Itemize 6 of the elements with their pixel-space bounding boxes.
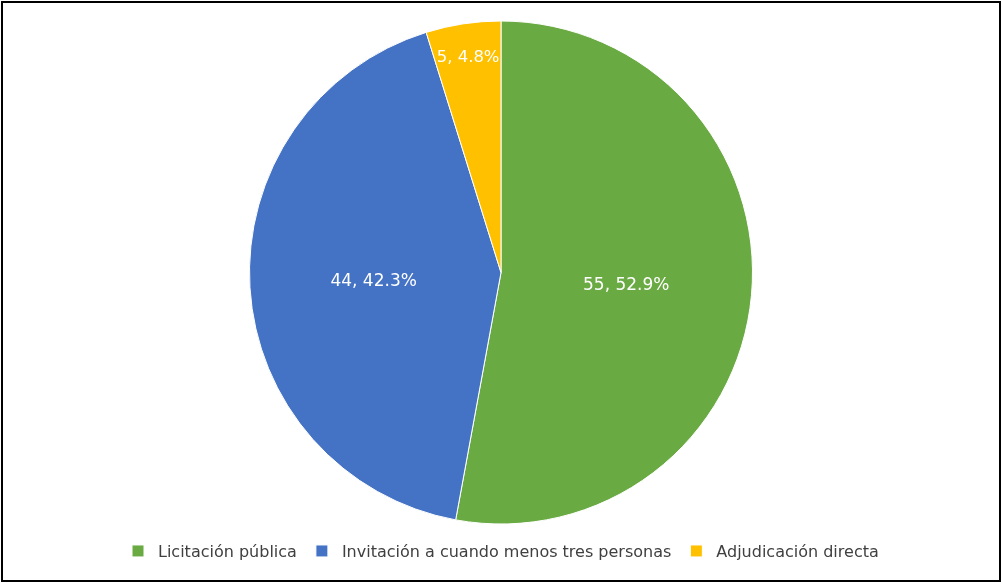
legend-label: Adjudicación directa: [716, 542, 879, 562]
data-label: 55, 52.9%: [583, 273, 670, 294]
legend-label: Licitación pública: [158, 542, 297, 562]
data-label: 5, 4.8%: [436, 47, 500, 67]
legend-label: Invitación a cuando menos tres personas: [341, 542, 672, 562]
data-label: 44, 42.3%: [330, 270, 417, 291]
